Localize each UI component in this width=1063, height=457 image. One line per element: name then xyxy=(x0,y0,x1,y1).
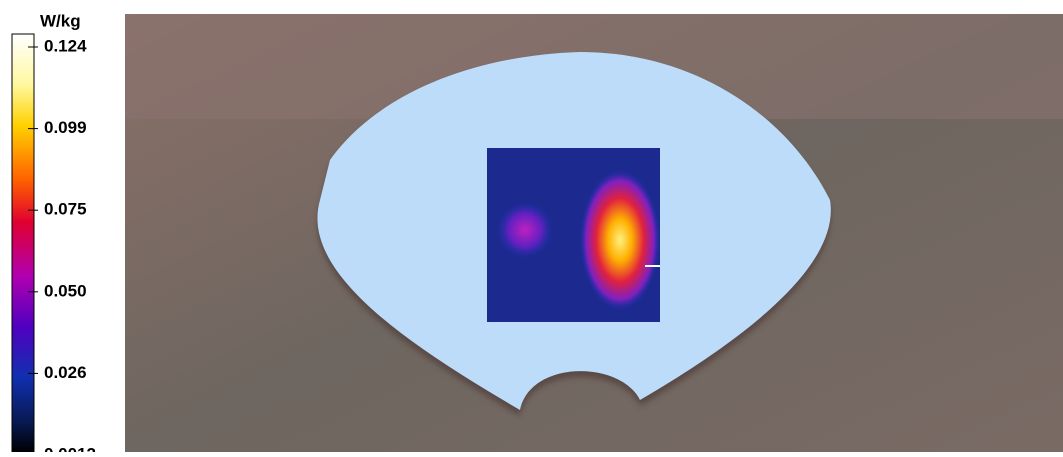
tick-label: 0.050 xyxy=(44,281,87,300)
colorbar-unit: W/kg xyxy=(40,11,81,30)
tick-label: 0.026 xyxy=(44,363,87,382)
tick-label: 0.099 xyxy=(44,118,87,137)
tick-label: 0.075 xyxy=(44,200,87,219)
tick-label: 0.124 xyxy=(44,36,87,55)
hotspot-peak xyxy=(580,170,660,310)
colorbar-ticks: 0.124 0.099 0.075 0.050 0.026 0.0012 xyxy=(28,36,96,457)
tick-label: 0.0012 xyxy=(44,444,96,452)
hotspot-minor xyxy=(497,202,553,258)
colorbar xyxy=(11,33,35,453)
